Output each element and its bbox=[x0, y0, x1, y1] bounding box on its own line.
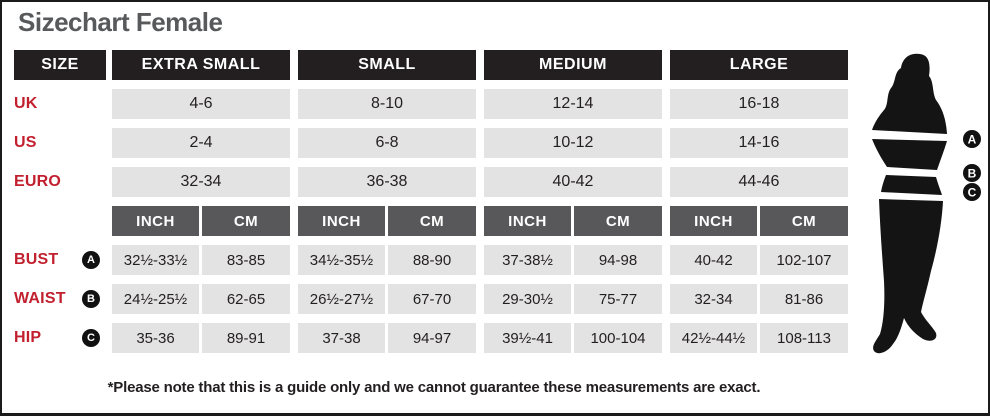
unit-header-inch: INCH bbox=[484, 206, 571, 236]
size-cell: 4-6 bbox=[112, 89, 290, 119]
column-header-large: LARGE bbox=[670, 50, 848, 80]
figure-badge-a: A bbox=[963, 130, 981, 148]
measure-cell: 62-65 bbox=[202, 284, 290, 314]
female-silhouette: A B C bbox=[872, 53, 981, 354]
circled-letter-b-badge: B bbox=[82, 290, 100, 308]
size-cell: 2-4 bbox=[112, 128, 290, 158]
measure-cell: 29-30½ bbox=[484, 284, 571, 314]
bust-badge-cell: A bbox=[72, 245, 106, 275]
measure-cell: 32-34 bbox=[670, 284, 757, 314]
measure-cell: 40-42 bbox=[670, 245, 757, 275]
measure-cell: 81-86 bbox=[760, 284, 848, 314]
measure-cell: 35-36 bbox=[112, 323, 199, 353]
measure-cell: 108-113 bbox=[760, 323, 848, 353]
unit-header-cm: CM bbox=[760, 206, 848, 236]
size-cell: 10-12 bbox=[484, 128, 662, 158]
badge-spacer bbox=[72, 128, 106, 158]
measure-cell: 89-91 bbox=[202, 323, 290, 353]
unit-header-cm: CM bbox=[202, 206, 290, 236]
hip-badge-cell: C bbox=[72, 323, 106, 353]
unit-header-cm: CM bbox=[574, 206, 662, 236]
row-label-us: US bbox=[14, 134, 37, 151]
figure-badge-b-label: B bbox=[968, 167, 977, 181]
badge-spacer bbox=[72, 167, 106, 197]
table-row-hip: HIP C 35-36 89-91 37-38 94-97 39½-41 100… bbox=[14, 323, 848, 353]
size-header-cell: SIZE bbox=[14, 50, 106, 80]
table-row-uk: UK 4-6 8-10 12-14 16-18 bbox=[14, 89, 848, 119]
size-cell: 16-18 bbox=[670, 89, 848, 119]
table-row-bust: BUST A 32½-33½ 83-85 34½-35½ 88-90 37-38… bbox=[14, 245, 848, 275]
size-cell: 44-46 bbox=[670, 167, 848, 197]
measure-cell: 32½-33½ bbox=[112, 245, 199, 275]
figure-badge-b: B bbox=[963, 164, 981, 182]
size-cell: 8-10 bbox=[298, 89, 476, 119]
size-cell: 12-14 bbox=[484, 89, 662, 119]
size-cell: 6-8 bbox=[298, 128, 476, 158]
figure-badge-a-label: A bbox=[968, 133, 977, 147]
row-label-waist: WAIST bbox=[14, 290, 66, 307]
size-cell: 32-34 bbox=[112, 167, 290, 197]
waist-badge-cell: B bbox=[72, 284, 106, 314]
measure-cell: 37-38 bbox=[298, 323, 385, 353]
unit-header-cm: CM bbox=[388, 206, 476, 236]
figure-badge-c-label: C bbox=[968, 186, 977, 200]
row-label-euro: EURO bbox=[14, 173, 62, 190]
measure-cell: 100-104 bbox=[574, 323, 662, 353]
size-cell: 40-42 bbox=[484, 167, 662, 197]
footnote: *Please note that this is a guide only a… bbox=[107, 379, 761, 396]
column-header-small: SMALL bbox=[298, 50, 476, 80]
circled-letter-c-badge: C bbox=[82, 329, 100, 347]
table-row-euro: EURO 32-34 36-38 40-42 44-46 bbox=[14, 167, 848, 197]
measure-cell: 83-85 bbox=[202, 245, 290, 275]
measure-cell: 42½-44½ bbox=[670, 323, 757, 353]
measure-cell: 34½-35½ bbox=[298, 245, 385, 275]
table-header-row: SIZE EXTRA SMALL SMALL MEDIUM LARGE bbox=[14, 50, 848, 80]
size-cell: 14-16 bbox=[670, 128, 848, 158]
unit-header-inch: INCH bbox=[670, 206, 757, 236]
row-label-uk: UK bbox=[14, 95, 38, 112]
figure-badge-c: C bbox=[963, 183, 981, 201]
table-row-waist: WAIST B 24½-25½ 62-65 26½-27½ 67-70 29-3… bbox=[14, 284, 848, 314]
measure-cell: 94-97 bbox=[388, 323, 476, 353]
unit-header-inch: INCH bbox=[298, 206, 385, 236]
page-title: Sizechart Female bbox=[18, 7, 223, 37]
row-label-bust: BUST bbox=[14, 251, 59, 268]
measure-cell: 94-98 bbox=[574, 245, 662, 275]
measure-cell: 75-77 bbox=[574, 284, 662, 314]
unit-header-inch: INCH bbox=[112, 206, 199, 236]
measure-cell: 67-70 bbox=[388, 284, 476, 314]
figure-panel: A B C bbox=[854, 46, 986, 368]
measure-cell: 24½-25½ bbox=[112, 284, 199, 314]
measure-cell: 37-38½ bbox=[484, 245, 571, 275]
column-header-extra-small: EXTRA SMALL bbox=[112, 50, 290, 80]
measure-cell: 39½-41 bbox=[484, 323, 571, 353]
column-header-medium: MEDIUM bbox=[484, 50, 662, 80]
measure-cell: 26½-27½ bbox=[298, 284, 385, 314]
measure-cell: 102-107 bbox=[760, 245, 848, 275]
row-label-hip: HIP bbox=[14, 329, 42, 346]
unit-header-row: INCH CM INCH CM INCH CM INCH CM bbox=[14, 206, 848, 236]
unit-row-spacer bbox=[14, 206, 112, 236]
badge-spacer bbox=[72, 89, 106, 119]
measure-cell: 88-90 bbox=[388, 245, 476, 275]
size-table: SIZE EXTRA SMALL SMALL MEDIUM LARGE UK 4… bbox=[14, 50, 848, 362]
circled-letter-a-badge: A bbox=[82, 251, 100, 269]
table-row-us: US 2-4 6-8 10-12 14-16 bbox=[14, 128, 848, 158]
size-cell: 36-38 bbox=[298, 167, 476, 197]
